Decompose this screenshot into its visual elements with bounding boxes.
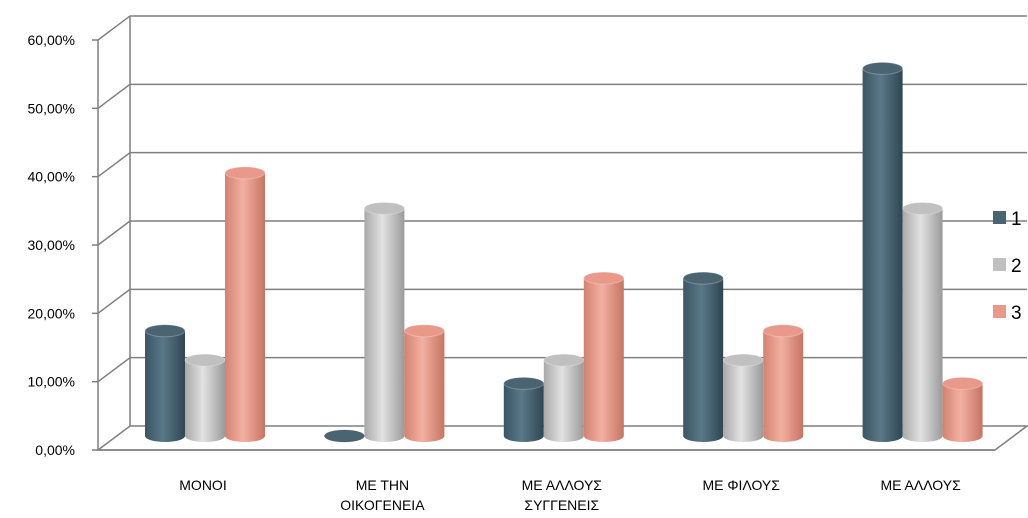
bar-body bbox=[185, 360, 225, 442]
bar-body bbox=[942, 383, 983, 443]
category-label: ΜΕ ΤΗΝ ΟΙΚΟΓΕΝΕΙΑ bbox=[340, 477, 425, 513]
bar-top bbox=[363, 201, 405, 215]
bar-body bbox=[145, 330, 185, 442]
gridline-depth bbox=[97, 220, 131, 246]
bar-body bbox=[683, 278, 724, 443]
bar-body bbox=[543, 360, 584, 443]
gridline-depth bbox=[97, 15, 131, 41]
gridline-depth bbox=[97, 288, 131, 314]
gridline-depth bbox=[97, 152, 131, 178]
legend-swatch bbox=[993, 211, 1006, 224]
y-axis-tick-labels: 0,00% 10,00% 20,00% 30,00% 40,00% 50,00% 60,00… bbox=[28, 32, 75, 458]
bar-0-2 bbox=[224, 166, 266, 442]
bar-0-1 bbox=[184, 353, 226, 442]
bar-body bbox=[862, 68, 903, 443]
category-label: ΜΕ ΑΛΛΟΥΣ bbox=[880, 477, 961, 493]
category-label-line: ΜΕ ΦΙΛΟΥΣ bbox=[702, 477, 780, 493]
category-label-line: ΜΟΝΟΙ bbox=[179, 477, 226, 493]
bar-body bbox=[583, 278, 624, 443]
bar-4-2 bbox=[942, 376, 984, 443]
bar-1-2 bbox=[403, 324, 445, 443]
category-label: ΜΟΝΟΙ bbox=[179, 477, 226, 493]
bar-body bbox=[404, 330, 445, 443]
gridline-depth bbox=[97, 357, 131, 383]
y-tick-label: 60,00% bbox=[28, 32, 75, 48]
legend-swatch bbox=[993, 258, 1006, 271]
bar-4-0 bbox=[862, 61, 904, 443]
bar-top bbox=[722, 353, 764, 367]
y-tick-label: 50,00% bbox=[28, 100, 75, 116]
bar-top bbox=[942, 376, 984, 390]
bar-body bbox=[763, 330, 804, 443]
bar-body bbox=[723, 360, 764, 443]
bar-3-2 bbox=[762, 324, 804, 443]
bar-top bbox=[184, 353, 226, 367]
bar-body bbox=[225, 172, 265, 442]
category-label-line: ΟΙΚΟΓΕΝΕΙΑ bbox=[340, 497, 425, 513]
bar-body bbox=[364, 208, 405, 443]
bar-top bbox=[862, 61, 904, 75]
y-tick-label: 20,00% bbox=[28, 305, 75, 321]
bar-2-2 bbox=[583, 271, 625, 443]
y-tick-label: 40,00% bbox=[28, 169, 75, 185]
bar-top bbox=[902, 201, 944, 215]
y-tick-label: 10,00% bbox=[28, 374, 75, 390]
bar-3-1 bbox=[722, 353, 764, 443]
category-label: ΜΕ ΦΙΛΟΥΣ bbox=[702, 477, 780, 493]
gridline-depth bbox=[97, 83, 131, 109]
bar-top bbox=[583, 271, 625, 285]
bar-top bbox=[503, 376, 545, 390]
legend-label: 1 bbox=[1011, 209, 1022, 230]
category-label-line: ΜΕ ΑΛΛΟΥΣ bbox=[522, 477, 603, 493]
bar-1-1 bbox=[363, 201, 405, 443]
category-label: ΜΕ ΑΛΛΟΥΣ ΣΥΓΓΕΝΕΙΣ bbox=[522, 477, 603, 513]
bar-cap bbox=[324, 429, 365, 443]
category-label-line: ΜΕ ΤΗΝ bbox=[356, 477, 409, 493]
bar-body bbox=[902, 208, 943, 443]
category-label-line: ΣΥΓΓΕΝΕΙΣ bbox=[524, 497, 599, 513]
bar-body bbox=[503, 383, 544, 443]
bar-4-1 bbox=[902, 201, 944, 443]
category-label-line: ΜΕ ΑΛΛΟΥΣ bbox=[880, 477, 961, 493]
bar-top bbox=[144, 324, 186, 338]
y-tick-label: 30,00% bbox=[28, 237, 75, 253]
bar-2-1 bbox=[543, 353, 585, 443]
legend-label: 2 bbox=[1011, 256, 1022, 277]
legend-label: 3 bbox=[1011, 303, 1022, 324]
bar-0-0 bbox=[144, 324, 186, 442]
bars bbox=[144, 61, 984, 443]
y-tick-label: 0,00% bbox=[35, 442, 75, 458]
bar-3-0 bbox=[682, 271, 724, 443]
legend-swatch bbox=[993, 305, 1006, 318]
bar-top bbox=[682, 271, 724, 285]
legend: 1 2 3 bbox=[993, 209, 1022, 324]
bar-top bbox=[403, 324, 445, 338]
bar-top bbox=[543, 353, 585, 367]
bar-2-0 bbox=[503, 376, 545, 443]
bar-1-0 bbox=[324, 429, 365, 443]
bar-top bbox=[762, 324, 804, 338]
bar-top bbox=[224, 166, 266, 180]
